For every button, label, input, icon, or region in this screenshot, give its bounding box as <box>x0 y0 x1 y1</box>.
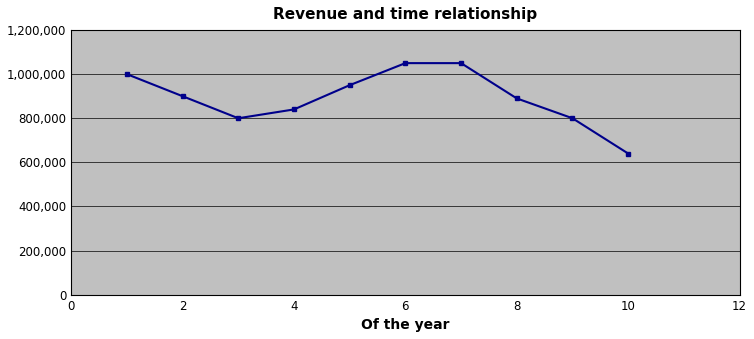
X-axis label: Of the year: Of the year <box>361 318 449 332</box>
Title: Revenue and time relationship: Revenue and time relationship <box>273 7 538 22</box>
